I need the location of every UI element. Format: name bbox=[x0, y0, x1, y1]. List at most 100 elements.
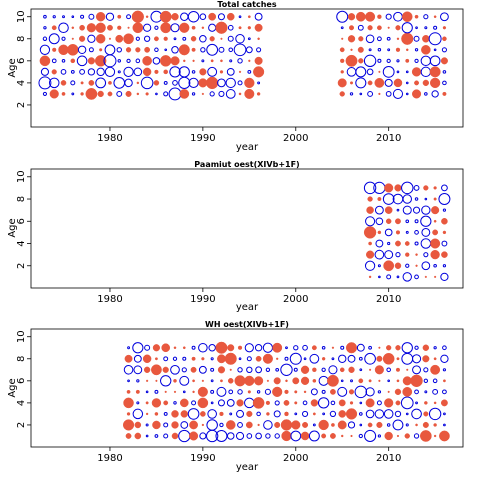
positive-residual-bubble bbox=[197, 397, 209, 409]
negative-residual-bubble bbox=[257, 81, 261, 85]
positive-residual-bubble bbox=[201, 26, 205, 29]
negative-residual-bubble bbox=[244, 343, 254, 353]
negative-residual-bubble bbox=[318, 375, 329, 386]
positive-residual-bubble bbox=[401, 11, 413, 22]
positive-residual-bubble bbox=[252, 397, 265, 409]
negative-residual-bubble bbox=[396, 275, 400, 279]
x-axis: 1980 1990 2000 2010 bbox=[97, 127, 401, 144]
negative-residual-bubble bbox=[191, 400, 197, 406]
negative-residual-bubble bbox=[420, 66, 432, 78]
positive-residual-bubble bbox=[410, 374, 423, 388]
positive-residual-bubble bbox=[256, 92, 261, 96]
positive-residual-bubble bbox=[284, 389, 289, 394]
positive-residual-bubble bbox=[384, 398, 394, 408]
positive-residual-bubble bbox=[300, 365, 310, 374]
positive-residual-bubble bbox=[142, 67, 152, 77]
negative-residual-bubble bbox=[354, 385, 368, 399]
negative-residual-bubble bbox=[401, 342, 413, 354]
positive-residual-bubble bbox=[215, 21, 228, 34]
negative-residual-bubble bbox=[442, 208, 447, 212]
negative-residual-bubble bbox=[116, 47, 122, 53]
negative-residual-bubble bbox=[433, 263, 437, 268]
positive-residual-bubble bbox=[358, 58, 364, 64]
positive-residual-bubble bbox=[340, 58, 345, 63]
negative-residual-bubble bbox=[255, 366, 263, 374]
positive-residual-bubble bbox=[366, 206, 374, 214]
x-tick-label: 2010 bbox=[376, 294, 401, 305]
positive-residual-bubble bbox=[257, 37, 260, 41]
negative-residual-bubble bbox=[308, 430, 320, 442]
negative-residual-bubble bbox=[428, 407, 442, 421]
panel-title: Total catches bbox=[217, 0, 276, 9]
positive-residual-bubble bbox=[422, 421, 429, 428]
negative-residual-bubble bbox=[405, 412, 409, 416]
positive-residual-bubble bbox=[429, 66, 441, 78]
negative-residual-bubble bbox=[163, 356, 169, 362]
negative-residual-bubble bbox=[359, 401, 363, 405]
positive-residual-bubble bbox=[125, 47, 132, 53]
y-tick-label: 8 bbox=[16, 36, 27, 42]
positive-residual-bubble bbox=[442, 230, 447, 235]
plot-frame bbox=[30, 168, 464, 289]
negative-residual-bubble bbox=[178, 76, 191, 89]
negative-residual-bubble bbox=[359, 92, 363, 96]
negative-residual-bubble bbox=[386, 58, 391, 63]
negative-residual-bubble bbox=[206, 419, 218, 431]
x-tick-label: 1980 bbox=[97, 294, 122, 305]
negative-residual-bubble bbox=[442, 345, 447, 351]
negative-residual-bubble bbox=[377, 264, 381, 268]
y-tick-label: 2 bbox=[16, 263, 27, 269]
negative-residual-bubble bbox=[413, 35, 420, 42]
positive-residual-bubble bbox=[67, 44, 79, 56]
positive-residual-bubble bbox=[154, 36, 159, 42]
positive-residual-bubble bbox=[422, 35, 430, 43]
positive-residual-bubble bbox=[395, 367, 401, 372]
negative-residual-bubble bbox=[386, 367, 391, 373]
y-tick-label: 10 bbox=[16, 170, 27, 183]
positive-residual-bubble bbox=[430, 238, 441, 249]
negative-residual-bubble bbox=[238, 15, 242, 19]
positive-residual-bubble bbox=[395, 345, 401, 351]
positive-residual-bubble bbox=[136, 81, 140, 85]
positive-residual-bubble bbox=[384, 183, 394, 193]
negative-residual-bubble bbox=[387, 379, 390, 383]
negative-residual-bubble bbox=[77, 45, 87, 55]
negative-residual-bubble bbox=[411, 354, 422, 364]
positive-residual-bubble bbox=[396, 37, 400, 40]
positive-residual-bubble bbox=[160, 22, 172, 34]
negative-residual-bubble bbox=[420, 55, 432, 67]
positive-residual-bubble bbox=[86, 23, 97, 33]
positive-residual-bubble bbox=[350, 48, 353, 51]
positive-residual-bubble bbox=[311, 345, 317, 351]
negative-residual-bubble bbox=[440, 354, 449, 363]
negative-residual-bubble bbox=[441, 240, 448, 247]
positive-residual-bubble bbox=[402, 386, 413, 397]
negative-residual-bubble bbox=[43, 26, 47, 30]
positive-residual-bubble bbox=[423, 411, 429, 417]
panel-wh: WH oest(XIVb+1F) 1980 1990 2000 2010 2 4 6 8 10… bbox=[7, 320, 464, 473]
negative-residual-bubble bbox=[180, 421, 189, 429]
positive-residual-bubble bbox=[200, 411, 206, 417]
positive-residual-bubble bbox=[164, 390, 167, 393]
negative-residual-bubble bbox=[374, 409, 385, 419]
negative-residual-bubble bbox=[401, 181, 414, 195]
panel-total-catches: Total catches 1980 1990 2000 2010 2 4 6 8 10 ye… bbox=[7, 0, 464, 153]
negative-residual-bubble bbox=[387, 241, 391, 246]
negative-residual-bubble bbox=[247, 69, 252, 74]
negative-residual-bubble bbox=[154, 389, 159, 394]
positive-residual-bubble bbox=[220, 37, 223, 40]
negative-residual-bubble bbox=[405, 81, 409, 85]
negative-residual-bubble bbox=[280, 363, 293, 376]
negative-residual-bubble bbox=[164, 48, 168, 52]
negative-residual-bubble bbox=[414, 345, 419, 350]
positive-residual-bubble bbox=[368, 241, 372, 246]
positive-residual-bubble bbox=[237, 345, 243, 350]
positive-residual-bubble bbox=[163, 400, 169, 406]
positive-residual-bubble bbox=[236, 399, 244, 407]
negative-residual-bubble bbox=[359, 423, 363, 427]
positive-residual-bubble bbox=[126, 412, 131, 416]
negative-residual-bubble bbox=[132, 342, 144, 354]
positive-residual-bubble bbox=[179, 22, 190, 33]
negative-residual-bubble bbox=[357, 24, 364, 31]
